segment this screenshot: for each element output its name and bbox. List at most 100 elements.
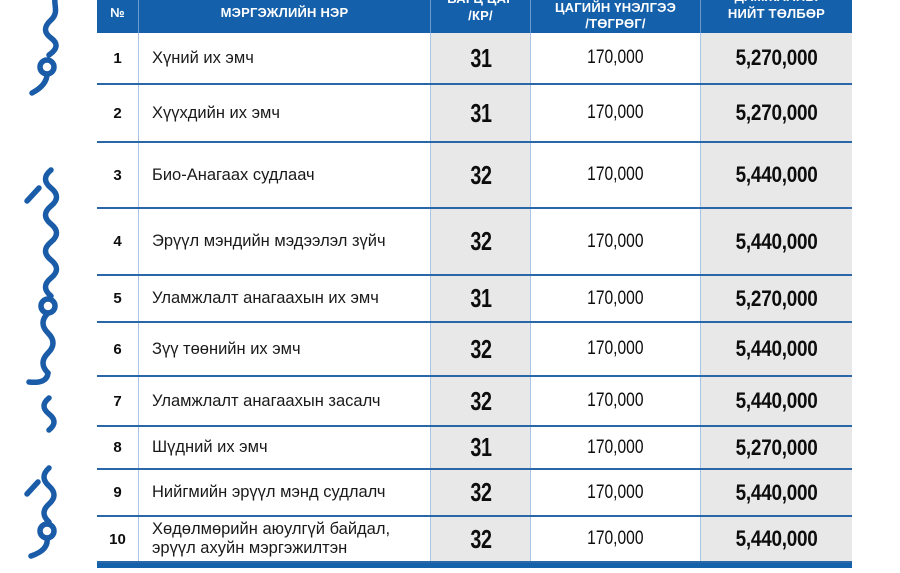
- total-payment-cell: 5,270,000: [700, 427, 852, 468]
- total-payment-value: 5,440,000: [735, 336, 818, 361]
- row-number: 6: [113, 340, 122, 358]
- total-payment-value: 5,440,000: [735, 479, 818, 505]
- hourly-rate-cell: 170,000: [530, 209, 700, 274]
- total-payment-value: 5,270,000: [735, 45, 818, 70]
- hourly-rate-value: 170,000: [587, 338, 644, 359]
- credit-hours-cell: 32: [430, 470, 530, 515]
- header-profession-name: МЭРГЭЖЛИЙН НЭР: [138, 0, 430, 33]
- credit-hours-cell: 32: [430, 143, 530, 207]
- table-row: 3 Био-Анагаах судлаач 32 170,000 5,440,000: [97, 143, 852, 209]
- credit-hours-cell: 31: [430, 427, 530, 468]
- header-rate-line1: ЦАГИЙН ҮНЭЛГЭЭ: [554, 0, 677, 15]
- header-total-line1: ДАМЖААНЫ: [701, 0, 852, 5]
- credit-hours-cell: 32: [430, 209, 530, 274]
- profession-name: Уламжлалт анагаахын их эмч: [152, 289, 379, 308]
- profession-name-cell: Шүдний их эмч: [138, 427, 430, 468]
- credit-hours-value: 32: [469, 523, 492, 554]
- table-row: 10 Хөдөлмөрийн аюулгүй байдал, эрүүл ахуй…: [97, 517, 852, 563]
- mongolian-script-svg: [24, 0, 60, 559]
- table-header-row: № МЭРГЭЖЛИЙН НЭР БАГЦ ЦАГ /КР/ ЦАГИЙН ҮН…: [97, 0, 852, 33]
- row-number: 10: [109, 530, 126, 548]
- profession-name-cell: Эрүүл мэндийн мэдээлэл зүйч: [138, 209, 430, 274]
- row-number: 5: [113, 290, 122, 307]
- profession-name: Нийгмийн эрүүл мэнд судлалч: [152, 483, 386, 502]
- total-payment-cell: 5,270,000: [700, 33, 852, 83]
- next-table-row-partial: [97, 563, 852, 568]
- table-row: 7 Уламжлалт анагаахын засалч 32 170,000 5,44…: [97, 377, 852, 427]
- row-number: 2: [113, 104, 122, 122]
- total-payment-cell: 5,440,000: [700, 470, 852, 515]
- hourly-rate-cell: 170,000: [530, 85, 700, 141]
- profession-name-cell: Био-Анагаах судлаач: [138, 143, 430, 207]
- header-credit-hours: БАГЦ ЦАГ /КР/: [430, 0, 530, 33]
- row-number: 7: [113, 392, 122, 410]
- row-number-cell: 10: [97, 517, 138, 561]
- tuition-fee-table: № МЭРГЭЖЛИЙН НЭР БАГЦ ЦАГ /КР/ ЦАГИЙН ҮН…: [97, 0, 852, 563]
- table-body: 1 Хүний их эмч 31 170,000 5,270,000 2 Хүүхдийн…: [97, 33, 852, 563]
- mongolian-script-decoration: [6, 0, 92, 568]
- total-payment-cell: 5,440,000: [700, 143, 852, 207]
- table-row: 5 Уламжлалт анагаахын их эмч 31 170,000 5,27…: [97, 276, 852, 323]
- table-row: 4 Эрүүл мэндийн мэдээлэл зүйч 32 170,000 5,4…: [97, 209, 852, 276]
- hourly-rate-cell: 170,000: [530, 377, 700, 425]
- row-number-cell: 5: [97, 276, 138, 321]
- total-payment-value: 5,440,000: [735, 526, 818, 551]
- header-profession-label: МЭРГЭЖЛИЙН НЭР: [220, 5, 349, 20]
- row-number: 8: [113, 439, 122, 456]
- row-number-cell: 9: [97, 470, 138, 515]
- header-hourly-rate: ЦАГИЙН ҮНЭЛГЭЭ /ТӨГРӨГ/: [530, 0, 700, 33]
- profession-name: Шүдний их эмч: [152, 438, 268, 457]
- profession-name-cell: Хүний их эмч: [138, 33, 430, 83]
- table-row: 8 Шүдний их эмч 31 170,000 5,270,000: [97, 427, 852, 470]
- total-payment-cell: 5,440,000: [700, 209, 852, 274]
- profession-name: Хөдөлмөрийн аюулгүй байдал, эрүүл ахуйн …: [152, 520, 391, 557]
- profession-name: Хүний их эмч: [152, 48, 254, 67]
- credit-hours-value: 31: [469, 283, 492, 313]
- profession-name: Уламжлалт анагаахын засалч: [152, 391, 381, 410]
- profession-name: Эрүүл мэндийн мэдээлэл зүйч: [152, 232, 386, 251]
- row-number-cell: 2: [97, 85, 138, 141]
- hourly-rate-cell: 170,000: [530, 33, 700, 83]
- total-payment-value: 5,440,000: [735, 388, 818, 413]
- total-payment-cell: 5,440,000: [700, 377, 852, 425]
- credit-hours-value: 31: [469, 42, 492, 73]
- hourly-rate-value: 170,000: [587, 47, 644, 68]
- credit-hours-value: 32: [469, 159, 492, 190]
- hourly-rate-cell: 170,000: [530, 427, 700, 468]
- row-number: 4: [113, 233, 122, 250]
- profession-name-cell: Хүүхдийн их эмч: [138, 85, 430, 141]
- hourly-rate-value: 170,000: [587, 287, 644, 309]
- header-no-label: №: [110, 5, 125, 20]
- table-row: 9 Нийгмийн эрүүл мэнд судлалч 32 170,000 5,4…: [97, 470, 852, 517]
- credit-hours-cell: 32: [430, 517, 530, 561]
- credit-hours-cell: 31: [430, 85, 530, 141]
- credit-hours-cell: 32: [430, 323, 530, 375]
- hourly-rate-cell: 170,000: [530, 517, 700, 561]
- profession-name-cell: Нийгмийн эрүүл мэнд судлалч: [138, 470, 430, 515]
- total-payment-cell: 5,440,000: [700, 323, 852, 375]
- table-row: 1 Хүний их эмч 31 170,000 5,270,000: [97, 33, 852, 85]
- row-number-cell: 1: [97, 33, 138, 83]
- hourly-rate-cell: 170,000: [530, 276, 700, 321]
- header-total-line2: НИЙТ ТӨЛБӨР: [727, 6, 826, 21]
- credit-hours-value: 31: [469, 432, 492, 462]
- hourly-rate-value: 170,000: [587, 390, 644, 411]
- row-number: 1: [113, 49, 122, 67]
- profession-name-cell: Хөдөлмөрийн аюулгүй байдал, эрүүл ахуйн …: [138, 517, 430, 561]
- total-payment-cell: 5,440,000: [700, 517, 852, 561]
- profession-name: Био-Анагаах судлаач: [152, 165, 315, 184]
- total-payment-value: 5,270,000: [735, 285, 818, 311]
- credit-hours-cell: 32: [430, 377, 530, 425]
- row-number-cell: 7: [97, 377, 138, 425]
- row-number: 9: [113, 484, 122, 501]
- total-payment-value: 5,440,000: [735, 228, 818, 254]
- hourly-rate-cell: 170,000: [530, 470, 700, 515]
- credit-hours-value: 32: [469, 477, 492, 507]
- profession-name-cell: Уламжлалт анагаахын засалч: [138, 377, 430, 425]
- row-number-cell: 4: [97, 209, 138, 274]
- hourly-rate-value: 170,000: [587, 102, 644, 123]
- total-payment-cell: 5,270,000: [700, 276, 852, 321]
- table-row: 2 Хүүхдийн их эмч 31 170,000 5,270,000: [97, 85, 852, 143]
- hourly-rate-value: 170,000: [587, 436, 644, 458]
- hourly-rate-value: 170,000: [587, 481, 644, 503]
